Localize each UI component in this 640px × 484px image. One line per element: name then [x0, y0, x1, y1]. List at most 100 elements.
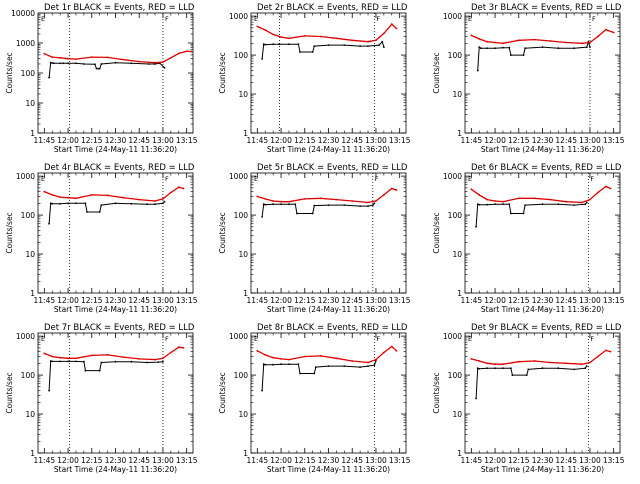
y-tick-label: 1: [243, 449, 248, 458]
panel-title: Det 7r BLACK = Events, RED = LLD: [44, 323, 195, 333]
events-point: [262, 203, 265, 206]
y-tick-label: 10: [452, 250, 462, 259]
events-point: [296, 212, 298, 215]
lld-point: [486, 198, 488, 201]
y-tick-label: 100: [21, 371, 36, 380]
events-series-line: [48, 360, 163, 391]
x-tick-label: 12:15: [294, 456, 316, 465]
x-tick-label: 12:30: [105, 136, 127, 145]
events-point: [478, 367, 481, 370]
lld-point: [288, 37, 290, 40]
corner-mark-e: E: [41, 15, 45, 23]
plot-frame: [464, 172, 621, 294]
lld-point: [90, 56, 93, 58]
events-point: [508, 203, 511, 206]
lld-point: [335, 37, 338, 40]
events-point: [157, 361, 160, 363]
corner-mark-f: F: [376, 335, 380, 343]
lld-point: [589, 198, 591, 201]
y-tick-label: 1: [30, 449, 35, 458]
events-point: [313, 45, 316, 47]
lld-point: [138, 60, 141, 63]
lld-point: [478, 38, 481, 40]
plot-frame: [464, 332, 621, 454]
x-axis-label: Start Time (24-May-11 11:36:20): [267, 305, 390, 314]
lld-point: [319, 35, 322, 38]
events-point: [280, 203, 282, 206]
lld-point: [177, 346, 180, 349]
x-tick-label: 13:15: [176, 136, 198, 145]
events-point: [130, 62, 133, 65]
panel-title: Det 5r BLACK = Events, RED = LLD: [257, 163, 408, 173]
events-point: [86, 211, 88, 213]
events-point: [272, 203, 274, 206]
events-point: [359, 205, 361, 208]
lld-point: [375, 200, 377, 202]
lld-point: [502, 200, 504, 203]
panel-title: Det 8r BLACK = Events, RED = LLD: [257, 323, 408, 333]
lld-point: [67, 57, 69, 60]
y-axis-label: Counts/sec: [5, 52, 14, 93]
lld-point: [59, 56, 61, 59]
corner-mark-e: E: [41, 175, 45, 183]
lld-point: [470, 358, 473, 360]
lld-point: [589, 41, 591, 44]
y-tick-label: 1000: [229, 12, 248, 21]
y-tick-label: 1: [457, 129, 462, 138]
lld-point: [609, 350, 612, 353]
plot-frame: [250, 172, 407, 294]
lld-point: [182, 346, 185, 349]
events-point: [383, 46, 385, 48]
lld-point: [494, 363, 496, 366]
x-tick-label: 11:45: [461, 456, 483, 465]
events-series-line: [48, 201, 165, 224]
lld-point: [90, 194, 93, 196]
lld-point: [67, 357, 69, 360]
events-point: [264, 203, 267, 206]
lld-point: [154, 200, 156, 202]
lld-series-line: [471, 349, 611, 365]
x-tick-label: 13:15: [176, 296, 198, 305]
lld-point: [597, 35, 599, 38]
events-point: [48, 222, 50, 225]
events-point: [52, 62, 55, 65]
x-tick-label: 11:45: [34, 456, 56, 465]
x-tick-label: 12:15: [81, 136, 103, 145]
lld-point: [589, 361, 591, 364]
x-tick-label: 12:45: [555, 296, 577, 305]
lld-series-line: [471, 28, 614, 44]
events-point: [49, 202, 52, 205]
events-point: [114, 61, 117, 64]
x-tick-label: 11:45: [34, 296, 56, 305]
events-point: [343, 204, 346, 207]
lld-point: [272, 33, 274, 36]
events-point: [476, 203, 479, 206]
events-point: [502, 367, 504, 370]
events-point: [59, 202, 61, 205]
lld-series-line: [257, 345, 397, 364]
panel-det-4: Det 4r BLACK = Events, RED = LLD 1 10 100 10…: [5, 163, 198, 314]
y-tick-label: 10: [238, 250, 248, 259]
x-tick-label: 11:45: [247, 456, 269, 465]
events-point: [541, 46, 544, 48]
y-axis-label: Counts/sec: [5, 372, 14, 413]
panel-title: Det 6r BLACK = Events, RED = LLD: [471, 163, 622, 173]
events-point: [51, 62, 54, 64]
events-point: [508, 46, 511, 49]
events-point: [163, 200, 166, 203]
lld-point: [375, 358, 377, 361]
x-tick-label: 13:00: [152, 296, 174, 305]
lld-point: [280, 358, 282, 360]
lld-point: [288, 358, 290, 361]
lld-point: [395, 27, 398, 30]
panel-det-2: Det 2r BLACK = Events, RED = LLD 1 10 100 10…: [218, 3, 411, 154]
x-tick-label: 13:00: [579, 296, 601, 305]
events-point: [343, 44, 346, 46]
events-point: [297, 43, 300, 46]
x-tick-label: 12:45: [555, 456, 577, 465]
events-point: [486, 367, 488, 370]
events-point: [59, 62, 61, 65]
events-point: [502, 46, 504, 49]
lld-point: [256, 25, 259, 28]
lld-point: [494, 41, 496, 44]
